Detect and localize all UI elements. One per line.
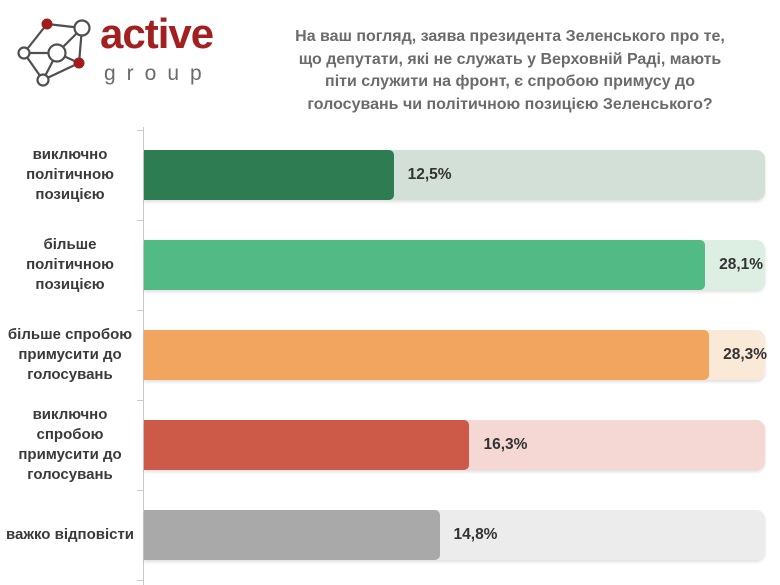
bar-row: більше спробою примусити до голосувань 2…: [0, 310, 780, 400]
category-label: більше спробою примусити до голосувань: [7, 325, 133, 384]
bar-row: виключно спробою примусити до голосувань…: [0, 400, 780, 490]
category-label: більше політичною позицією: [26, 235, 114, 294]
logo-subtitle: group: [104, 62, 213, 85]
category-label: виключно спробою примусити до голосувань: [18, 405, 122, 484]
category-label: важко відповісти: [5, 525, 135, 543]
bar-track: 12,5%: [144, 150, 765, 200]
bar-row: більше політичною позицією 28,1%: [0, 220, 780, 310]
bar-track: 14,8%: [144, 510, 765, 560]
value-label: 12,5%: [407, 166, 452, 183]
value-label: 28,3%: [723, 346, 768, 363]
bar: [144, 330, 710, 380]
bar-track: 28,3%: [144, 330, 768, 380]
active-group-logo: active group: [10, 5, 240, 97]
horizontal-bar-chart: виключно політичною позицією 12,5% більш…: [0, 127, 780, 585]
value-label: 14,8%: [453, 526, 498, 543]
value-label: 16,3%: [483, 436, 528, 453]
bar-track: 16,3%: [144, 420, 765, 470]
bar-track: 28,1%: [144, 240, 765, 290]
bar: [144, 510, 440, 560]
network-nodes-icon: [17, 18, 91, 87]
logo-wordmark: active: [100, 10, 214, 57]
category-axis-line: [143, 127, 144, 585]
bar: [144, 420, 470, 470]
bar-row: виключно політичною позицією 12,5%: [0, 130, 780, 220]
bar: [144, 150, 394, 200]
category-label: виключно політичною позицією: [26, 145, 114, 204]
bar: [144, 240, 706, 290]
bar-row: важко відповісти 14,8%: [0, 490, 780, 580]
value-label: 28,1%: [719, 256, 764, 273]
survey-question-title: На ваш погляд, заява президента Зеленськ…: [295, 28, 725, 114]
